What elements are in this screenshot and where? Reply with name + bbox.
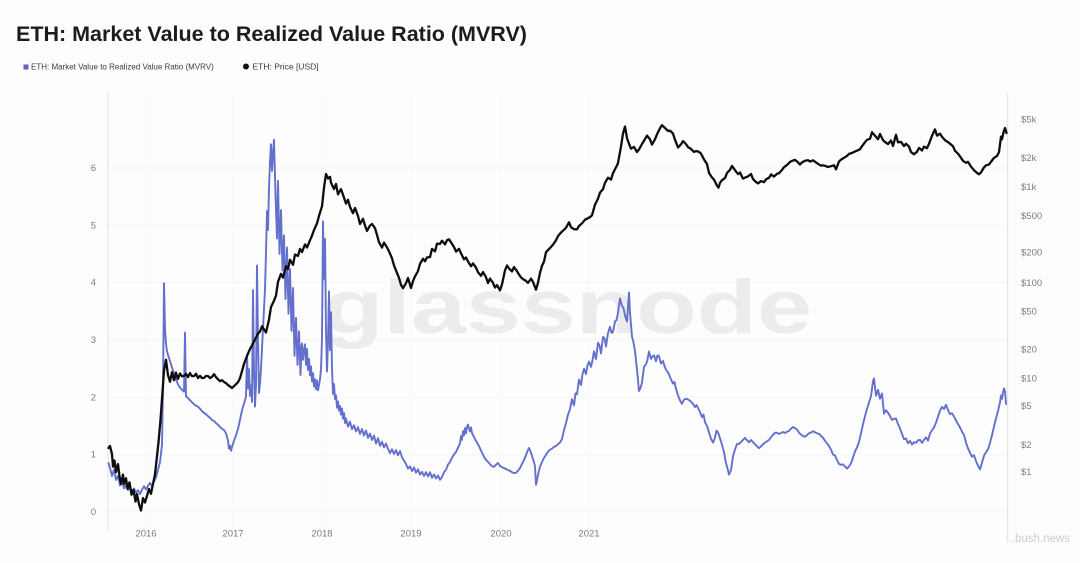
- svg-text:$20: $20: [1021, 345, 1037, 356]
- svg-text:2020: 2020: [490, 529, 511, 540]
- svg-text:ETH: Price [USD]: ETH: Price [USD]: [253, 62, 319, 72]
- svg-text:1: 1: [91, 450, 96, 461]
- svg-text:2019: 2019: [400, 529, 421, 540]
- svg-text:ETH: Market Value to Realized: ETH: Market Value to Realized Value Rati…: [16, 22, 527, 46]
- svg-text:glassnode: glassnode: [323, 265, 812, 350]
- svg-text:$5: $5: [1021, 401, 1032, 412]
- svg-text:4: 4: [91, 278, 96, 289]
- svg-text:$5k: $5k: [1021, 115, 1037, 126]
- svg-text:$1: $1: [1021, 467, 1032, 478]
- svg-text:0: 0: [91, 507, 96, 518]
- svg-text:2016: 2016: [135, 529, 156, 540]
- svg-text:$50: $50: [1021, 307, 1037, 318]
- svg-text:$2: $2: [1021, 440, 1032, 451]
- svg-text:$100: $100: [1021, 278, 1042, 289]
- svg-text:2017: 2017: [222, 529, 243, 540]
- svg-text:3: 3: [91, 335, 96, 346]
- svg-text:2: 2: [91, 392, 96, 403]
- svg-text:2018: 2018: [311, 529, 332, 540]
- svg-text:$10: $10: [1021, 374, 1037, 385]
- svg-text:6: 6: [91, 163, 96, 174]
- svg-text:5: 5: [91, 220, 96, 231]
- svg-text:2021: 2021: [578, 529, 599, 540]
- svg-text:...bush.news: ...bush.news: [1005, 533, 1070, 545]
- svg-text:$200: $200: [1021, 248, 1042, 259]
- svg-text:$2k: $2k: [1021, 153, 1037, 164]
- svg-text:ETH: Market Value to Realized: ETH: Market Value to Realized Value Rati…: [31, 63, 214, 72]
- svg-text:$1k: $1k: [1021, 182, 1037, 193]
- svg-text:$500: $500: [1021, 211, 1042, 222]
